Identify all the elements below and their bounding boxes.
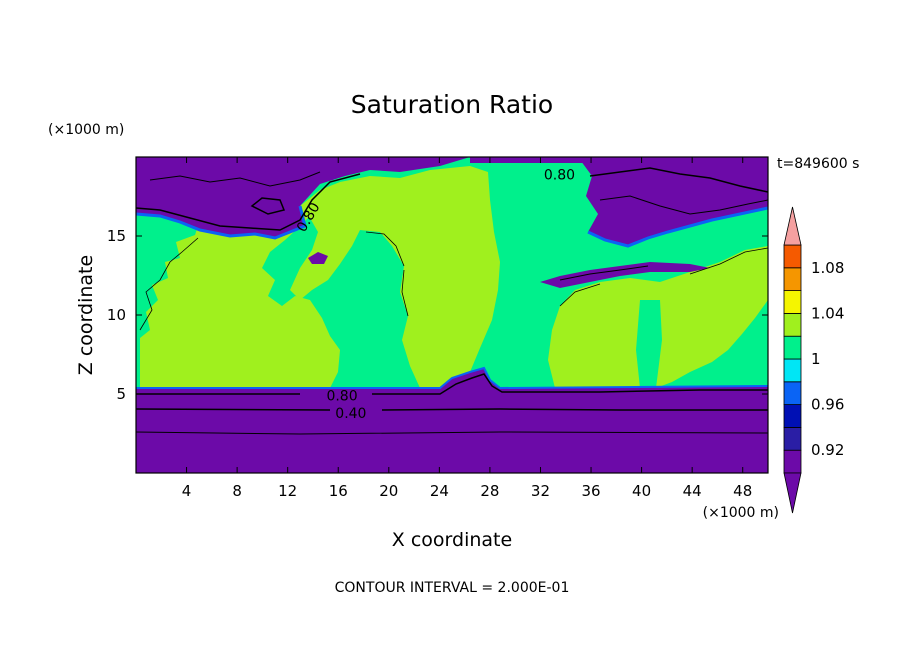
- contour-labels: 0.800.800.800.40: [294, 167, 575, 422]
- colorbar-over-arrow: [783, 206, 802, 246]
- x-tick-label: 48: [733, 482, 752, 500]
- x-tick-label: 4: [182, 482, 192, 500]
- x-tick-label: 20: [379, 482, 398, 500]
- contour-line-mid-center: [365, 231, 409, 317]
- contour-label: 0.80: [544, 167, 575, 183]
- field-region-dry-blob: [308, 252, 328, 264]
- x-unit-label: (×1000 m): [703, 505, 779, 521]
- colorbar-label: 1.04: [811, 304, 844, 322]
- field-region-lime-notch: [636, 300, 662, 388]
- colorbar-label: 0.92: [811, 441, 844, 459]
- colorbar-swatch: [783, 312, 802, 337]
- x-tick-label: 32: [531, 482, 550, 500]
- y-axis-ticks: 5 10 15: [107, 227, 768, 403]
- colorbar: 0.92 0.96 1 1.04 1.08: [783, 206, 844, 514]
- x-axis-ticks: 4 8 12 16 20 24 28 32 36 40 44 48: [182, 157, 752, 500]
- contour-label: 0.40: [335, 406, 366, 422]
- contour-line-streak: [559, 265, 649, 281]
- field-region-dry-lower-edge: [136, 366, 768, 390]
- colorbar-swatch: [783, 290, 802, 314]
- chart-title: Saturation Ratio: [351, 90, 553, 119]
- x-tick-label: 8: [232, 482, 242, 500]
- contour-line-mid-right: [559, 247, 768, 307]
- colorbar-swatch: [783, 426, 802, 451]
- colorbar-swatch: [783, 267, 802, 291]
- contour-loop-upper-left: [250, 197, 286, 215]
- plot-area: 0.800.800.800.40: [136, 157, 768, 473]
- colorbar-swatch: [783, 244, 802, 269]
- field-region-lime-left: [140, 196, 340, 388]
- x-tick-label: 36: [581, 482, 600, 500]
- colorbar-swatch: [783, 358, 802, 383]
- contour-line-upper-right: [589, 167, 768, 193]
- field-region-dry-upper-left-edge: [136, 205, 307, 240]
- contour-line-080-lower: [136, 373, 768, 395]
- contour-line-deep-lower: [136, 431, 768, 435]
- x-tick-label: 44: [683, 482, 702, 500]
- field-region-dry-upper-left: [136, 157, 470, 238]
- contour-label: 0.80: [326, 389, 357, 405]
- colorbar-swatch: [783, 381, 802, 405]
- field-region-lime-center: [290, 166, 500, 388]
- time-label: t=849600 s: [777, 156, 859, 172]
- contour-line-upper-left: [136, 173, 361, 231]
- colorbar-label: 1: [811, 350, 821, 368]
- x-tick-label: 16: [329, 482, 348, 500]
- x-tick-label: 24: [430, 482, 449, 500]
- contour-line-040-lower: [136, 408, 768, 411]
- x-tick-label: 12: [278, 482, 297, 500]
- contour-line-mid-left: [139, 237, 199, 331]
- y-axis-label: Z coordinate: [75, 255, 97, 375]
- x-tick-label: 28: [480, 482, 499, 500]
- y-tick-label: 5: [116, 385, 126, 403]
- colorbar-label: 0.96: [811, 396, 844, 414]
- contour-line-upper-right-inner: [599, 195, 768, 215]
- colorbar-swatch: [783, 449, 802, 474]
- colorbar-swatch: [783, 404, 802, 428]
- x-tick-label: 40: [632, 482, 651, 500]
- y-unit-label: (×1000 m): [48, 122, 124, 138]
- colorbar-swatch: [783, 335, 802, 360]
- y-tick-label: 10: [107, 306, 126, 324]
- contour-interval-footer: CONTOUR INTERVAL = 2.000E-01: [335, 580, 570, 596]
- field-region-dry-upper-right: [578, 157, 768, 246]
- colorbar-under-arrow: [783, 472, 802, 514]
- x-axis-label: X coordinate: [392, 529, 512, 551]
- colorbar-label: 1.08: [811, 259, 844, 277]
- field-region-dry-streak: [540, 262, 710, 288]
- y-tick-label: 15: [107, 227, 126, 245]
- field-region-dry-upper-right-edge: [587, 206, 768, 248]
- contour-line-upper-left-inner: [149, 171, 321, 187]
